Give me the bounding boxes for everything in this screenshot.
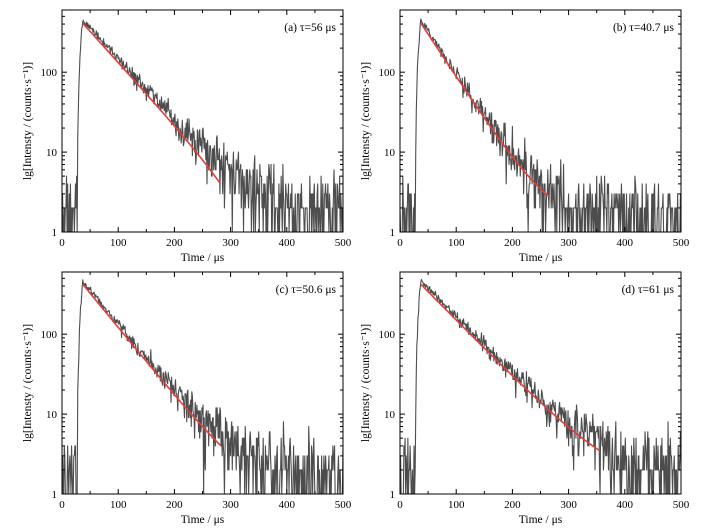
x-tick-label: 100 [110,499,127,511]
x-tick-label: 100 [448,237,465,249]
panel-annotation: (b) τ=40.7 μs [613,22,675,34]
panel-d: 0 100 200 300 400 500 1 10 100 Time / μs lg[Intens… [360,271,690,526]
x-tick-label: 300 [560,237,577,249]
series-fit-line [82,22,221,184]
series-fit-line [82,283,222,447]
x-tick-label: 400 [279,237,296,249]
y-axis-title: lg[Intensty / (counts·s⁻¹)] [360,324,372,442]
series-measured-line [62,279,343,494]
panel-annotation: (a) τ=56 μs [284,22,336,34]
y-tick-label: 100 [41,67,58,79]
x-tick-label: 0 [59,237,65,249]
x-tick-label: 400 [617,237,634,249]
x-tick-label: 500 [335,499,352,511]
x-tick-label: 200 [504,237,521,249]
y-axis-title: lg[Intensty / (counts·s⁻¹)] [22,62,34,180]
x-axis-title: Time / μs [181,514,225,526]
panel-b: 0 100 200 300 400 500 1 10 100 Time / μs lg[Intens… [360,9,690,264]
series-measured-line [400,278,681,494]
x-axis-title: Time / μs [181,252,225,264]
y-tick-label: 100 [379,67,396,79]
x-tick-label: 0 [397,237,403,249]
y-tick-label: 10 [46,147,58,159]
x-tick-label: 300 [222,499,239,511]
panel-annotation: (c) τ=50.6 μs [276,284,337,296]
axes-frame [61,271,344,495]
panel-a: 0 100 200 300 400 500 1 10 100 Time / μs lg[Intens… [22,9,352,264]
y-tick-label: 10 [384,147,396,159]
series-measured-line [62,19,343,232]
y-tick-label: 1 [52,227,58,239]
x-tick-label: 500 [335,237,352,249]
series-fit-line [420,22,550,197]
x-axis-title: Time / μs [519,252,563,264]
x-tick-label: 100 [110,237,127,249]
x-tick-label: 400 [279,499,296,511]
y-tick-label: 1 [52,489,58,501]
x-tick-label: 300 [222,237,239,249]
panel-annotation: (d) τ=61 μs [622,284,675,296]
x-tick-label: 500 [673,237,690,249]
x-tick-label: 200 [166,237,183,249]
x-axis-title: Time / μs [519,514,563,526]
y-tick-label: 10 [384,409,396,421]
panel-c: 0 100 200 300 400 500 1 10 100 Time / μs lg[Intens… [22,271,352,526]
x-tick-label: 200 [166,499,183,511]
x-tick-label: 200 [504,499,521,511]
y-tick-label: 1 [390,489,396,501]
y-axis-title: lg[Intensty / (counts·s⁻¹)] [22,324,34,442]
y-tick-label: 100 [41,329,58,341]
x-tick-label: 500 [673,499,690,511]
x-tick-label: 400 [617,499,634,511]
y-tick-label: 10 [46,409,58,421]
y-tick-label: 1 [390,227,396,239]
series-measured-line [400,18,681,232]
y-axis-title: lg[Intensty / (counts·s⁻¹)] [360,62,372,180]
x-tick-label: 300 [560,499,577,511]
y-tick-label: 100 [379,329,396,341]
x-tick-label: 0 [59,499,65,511]
x-tick-label: 100 [448,499,465,511]
x-tick-label: 0 [397,499,403,511]
series-fit-line [420,283,600,452]
